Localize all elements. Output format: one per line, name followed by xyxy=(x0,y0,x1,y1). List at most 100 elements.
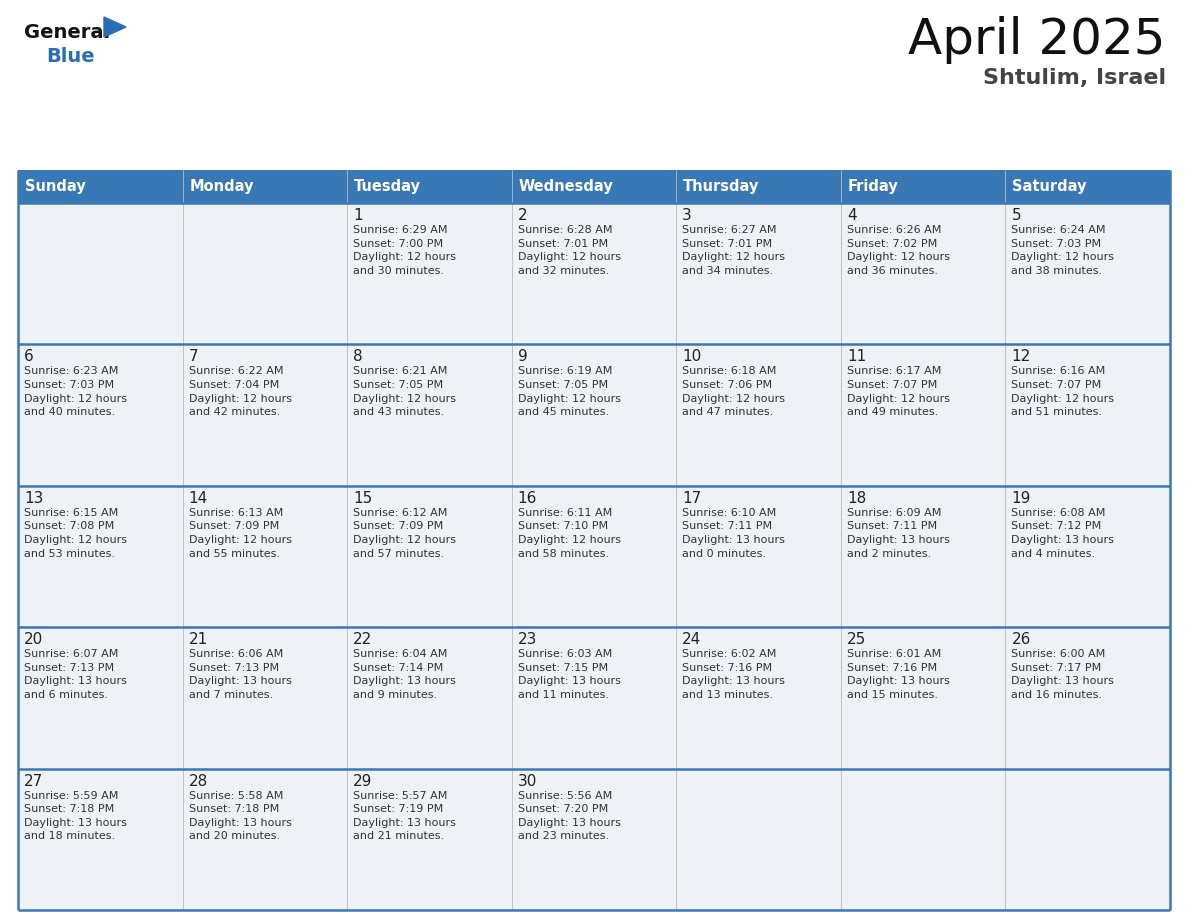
Text: Monday: Monday xyxy=(190,179,254,194)
Text: Sunrise: 6:22 AM
Sunset: 7:04 PM
Daylight: 12 hours
and 42 minutes.: Sunrise: 6:22 AM Sunset: 7:04 PM Dayligh… xyxy=(189,366,291,417)
Text: 19: 19 xyxy=(1011,491,1031,506)
Bar xyxy=(512,344,676,486)
Bar xyxy=(841,203,1005,344)
Text: Blue: Blue xyxy=(46,47,95,66)
Text: Sunrise: 6:26 AM
Sunset: 7:02 PM
Daylight: 12 hours
and 36 minutes.: Sunrise: 6:26 AM Sunset: 7:02 PM Dayligh… xyxy=(847,225,950,275)
Text: Sunrise: 6:18 AM
Sunset: 7:06 PM
Daylight: 12 hours
and 47 minutes.: Sunrise: 6:18 AM Sunset: 7:06 PM Dayligh… xyxy=(682,366,785,417)
Text: Tuesday: Tuesday xyxy=(354,179,421,194)
Bar xyxy=(18,627,183,768)
Bar xyxy=(347,768,512,910)
Text: Sunrise: 6:02 AM
Sunset: 7:16 PM
Daylight: 13 hours
and 13 minutes.: Sunrise: 6:02 AM Sunset: 7:16 PM Dayligh… xyxy=(682,649,785,700)
Text: Sunrise: 6:00 AM
Sunset: 7:17 PM
Daylight: 13 hours
and 16 minutes.: Sunrise: 6:00 AM Sunset: 7:17 PM Dayligh… xyxy=(1011,649,1114,700)
Text: Sunrise: 6:03 AM
Sunset: 7:15 PM
Daylight: 13 hours
and 11 minutes.: Sunrise: 6:03 AM Sunset: 7:15 PM Dayligh… xyxy=(518,649,620,700)
Text: 3: 3 xyxy=(682,208,693,223)
Text: Sunrise: 6:19 AM
Sunset: 7:05 PM
Daylight: 12 hours
and 45 minutes.: Sunrise: 6:19 AM Sunset: 7:05 PM Dayligh… xyxy=(518,366,620,417)
Text: April 2025: April 2025 xyxy=(909,16,1165,64)
Text: Sunrise: 6:01 AM
Sunset: 7:16 PM
Daylight: 13 hours
and 15 minutes.: Sunrise: 6:01 AM Sunset: 7:16 PM Dayligh… xyxy=(847,649,949,700)
Bar xyxy=(347,486,512,627)
Text: Sunrise: 6:09 AM
Sunset: 7:11 PM
Daylight: 13 hours
and 2 minutes.: Sunrise: 6:09 AM Sunset: 7:11 PM Dayligh… xyxy=(847,508,949,558)
Bar xyxy=(18,768,183,910)
Text: 1: 1 xyxy=(353,208,362,223)
Text: Sunrise: 5:59 AM
Sunset: 7:18 PM
Daylight: 13 hours
and 18 minutes.: Sunrise: 5:59 AM Sunset: 7:18 PM Dayligh… xyxy=(24,790,127,842)
Bar xyxy=(676,170,841,203)
Bar xyxy=(1005,627,1170,768)
Text: 26: 26 xyxy=(1011,633,1031,647)
Bar xyxy=(183,486,347,627)
Bar xyxy=(183,627,347,768)
Text: Sunrise: 5:56 AM
Sunset: 7:20 PM
Daylight: 13 hours
and 23 minutes.: Sunrise: 5:56 AM Sunset: 7:20 PM Dayligh… xyxy=(518,790,620,842)
Bar xyxy=(512,203,676,344)
Text: 29: 29 xyxy=(353,774,373,789)
Text: Sunrise: 6:24 AM
Sunset: 7:03 PM
Daylight: 12 hours
and 38 minutes.: Sunrise: 6:24 AM Sunset: 7:03 PM Dayligh… xyxy=(1011,225,1114,275)
Bar xyxy=(18,170,183,203)
Bar xyxy=(1005,768,1170,910)
Bar xyxy=(347,170,512,203)
Polygon shape xyxy=(105,17,126,37)
Bar xyxy=(1005,486,1170,627)
Text: Sunrise: 6:21 AM
Sunset: 7:05 PM
Daylight: 12 hours
and 43 minutes.: Sunrise: 6:21 AM Sunset: 7:05 PM Dayligh… xyxy=(353,366,456,417)
Text: 10: 10 xyxy=(682,350,702,364)
Text: 11: 11 xyxy=(847,350,866,364)
Bar xyxy=(841,627,1005,768)
Text: 16: 16 xyxy=(518,491,537,506)
Bar xyxy=(841,768,1005,910)
Text: 15: 15 xyxy=(353,491,372,506)
Text: Sunrise: 6:23 AM
Sunset: 7:03 PM
Daylight: 12 hours
and 40 minutes.: Sunrise: 6:23 AM Sunset: 7:03 PM Dayligh… xyxy=(24,366,127,417)
Bar xyxy=(347,203,512,344)
Text: 23: 23 xyxy=(518,633,537,647)
Text: 6: 6 xyxy=(24,350,33,364)
Bar xyxy=(347,344,512,486)
Text: 12: 12 xyxy=(1011,350,1031,364)
Text: 24: 24 xyxy=(682,633,702,647)
Text: Sunrise: 6:10 AM
Sunset: 7:11 PM
Daylight: 13 hours
and 0 minutes.: Sunrise: 6:10 AM Sunset: 7:11 PM Dayligh… xyxy=(682,508,785,558)
Text: 17: 17 xyxy=(682,491,702,506)
Text: Sunrise: 6:29 AM
Sunset: 7:00 PM
Daylight: 12 hours
and 30 minutes.: Sunrise: 6:29 AM Sunset: 7:00 PM Dayligh… xyxy=(353,225,456,275)
Text: Thursday: Thursday xyxy=(683,179,759,194)
Text: 25: 25 xyxy=(847,633,866,647)
Text: Wednesday: Wednesday xyxy=(519,179,613,194)
Text: 9: 9 xyxy=(518,350,527,364)
Bar xyxy=(18,486,183,627)
Text: Sunrise: 6:12 AM
Sunset: 7:09 PM
Daylight: 12 hours
and 57 minutes.: Sunrise: 6:12 AM Sunset: 7:09 PM Dayligh… xyxy=(353,508,456,558)
Bar xyxy=(841,344,1005,486)
Bar xyxy=(512,627,676,768)
Text: 13: 13 xyxy=(24,491,44,506)
Text: 22: 22 xyxy=(353,633,372,647)
Text: 21: 21 xyxy=(189,633,208,647)
Text: Friday: Friday xyxy=(848,179,898,194)
Bar xyxy=(1005,203,1170,344)
Bar xyxy=(183,768,347,910)
Text: Sunrise: 6:27 AM
Sunset: 7:01 PM
Daylight: 12 hours
and 34 minutes.: Sunrise: 6:27 AM Sunset: 7:01 PM Dayligh… xyxy=(682,225,785,275)
Text: 14: 14 xyxy=(189,491,208,506)
Text: 5: 5 xyxy=(1011,208,1020,223)
Bar xyxy=(676,203,841,344)
Bar xyxy=(676,344,841,486)
Text: Sunrise: 6:04 AM
Sunset: 7:14 PM
Daylight: 13 hours
and 9 minutes.: Sunrise: 6:04 AM Sunset: 7:14 PM Dayligh… xyxy=(353,649,456,700)
Text: Sunrise: 6:07 AM
Sunset: 7:13 PM
Daylight: 13 hours
and 6 minutes.: Sunrise: 6:07 AM Sunset: 7:13 PM Dayligh… xyxy=(24,649,127,700)
Text: 28: 28 xyxy=(189,774,208,789)
Text: 20: 20 xyxy=(24,633,43,647)
Bar xyxy=(512,768,676,910)
Text: Sunrise: 6:17 AM
Sunset: 7:07 PM
Daylight: 12 hours
and 49 minutes.: Sunrise: 6:17 AM Sunset: 7:07 PM Dayligh… xyxy=(847,366,950,417)
Text: Sunrise: 5:58 AM
Sunset: 7:18 PM
Daylight: 13 hours
and 20 minutes.: Sunrise: 5:58 AM Sunset: 7:18 PM Dayligh… xyxy=(189,790,291,842)
Text: Sunrise: 6:13 AM
Sunset: 7:09 PM
Daylight: 12 hours
and 55 minutes.: Sunrise: 6:13 AM Sunset: 7:09 PM Dayligh… xyxy=(189,508,291,558)
Text: Saturday: Saturday xyxy=(1012,179,1087,194)
Text: Sunrise: 6:15 AM
Sunset: 7:08 PM
Daylight: 12 hours
and 53 minutes.: Sunrise: 6:15 AM Sunset: 7:08 PM Dayligh… xyxy=(24,508,127,558)
Bar xyxy=(1005,170,1170,203)
Text: 8: 8 xyxy=(353,350,362,364)
Bar xyxy=(676,768,841,910)
Text: 2: 2 xyxy=(518,208,527,223)
Bar xyxy=(512,486,676,627)
Text: 27: 27 xyxy=(24,774,43,789)
Text: 30: 30 xyxy=(518,774,537,789)
Text: General: General xyxy=(24,23,110,42)
Text: Sunrise: 6:11 AM
Sunset: 7:10 PM
Daylight: 12 hours
and 58 minutes.: Sunrise: 6:11 AM Sunset: 7:10 PM Dayligh… xyxy=(518,508,620,558)
Text: 18: 18 xyxy=(847,491,866,506)
Bar xyxy=(183,170,347,203)
Bar xyxy=(512,170,676,203)
Bar xyxy=(841,486,1005,627)
Bar xyxy=(347,627,512,768)
Bar xyxy=(18,344,183,486)
Text: Sunrise: 6:08 AM
Sunset: 7:12 PM
Daylight: 13 hours
and 4 minutes.: Sunrise: 6:08 AM Sunset: 7:12 PM Dayligh… xyxy=(1011,508,1114,558)
Text: Shtulim, Israel: Shtulim, Israel xyxy=(982,68,1165,88)
